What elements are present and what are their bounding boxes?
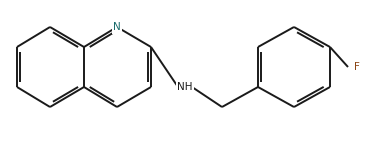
Text: F: F [354,62,360,72]
Text: N: N [113,22,121,32]
Text: NH: NH [177,82,193,92]
